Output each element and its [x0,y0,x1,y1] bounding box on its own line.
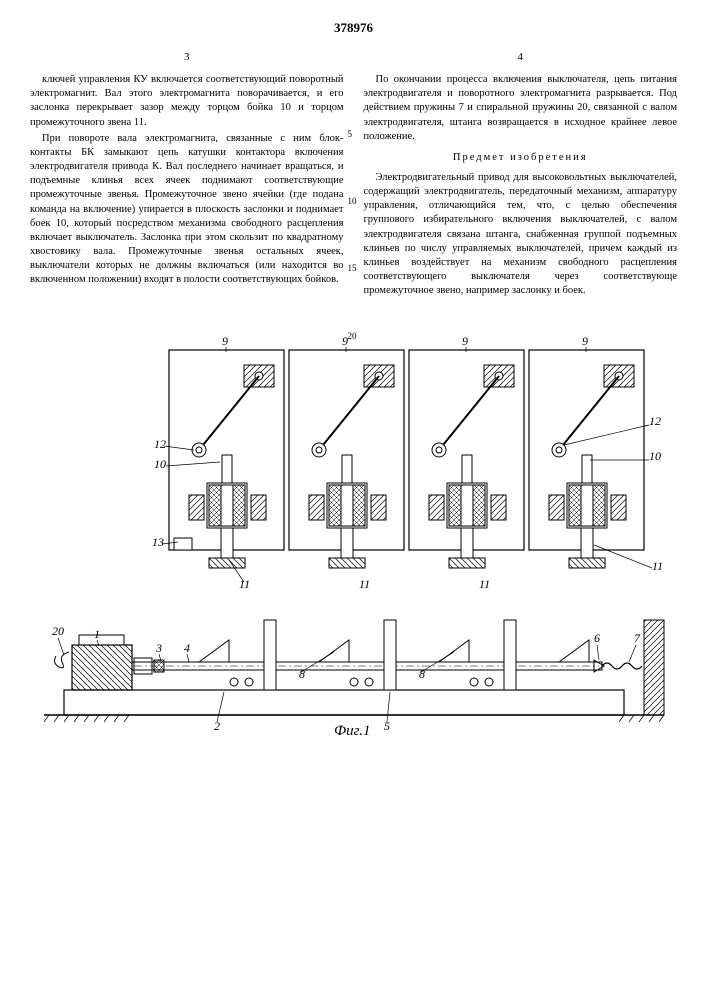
left-para-1: ключей управления КУ включается соответс… [30,73,344,130]
figure-svg: 9 9 9 9 12 12 10 10 13 11 11 11 [34,320,674,740]
callout-1: 1 [94,627,100,641]
right-para-1: По окончании процесса включения выключат… [364,73,678,144]
callout-11d: 11 [652,559,663,573]
callout-11b: 11 [359,577,370,591]
line-number-5: 5 [348,129,353,139]
text-columns: 3 ключей управления КУ включается соотве… [30,51,677,300]
callout-9a: 9 [222,334,228,348]
line-number-10: 10 [348,196,357,206]
callout-8a: 8 [299,667,305,681]
right-column: 4 5 10 15 20 По окончании процесса включ… [364,51,678,300]
callout-8b: 8 [419,667,425,681]
switch-cells [169,350,644,568]
section-title: Предмет изобретения [364,152,678,163]
callout-12b: 12 [649,414,661,428]
callout-10a: 10 [154,457,166,471]
left-column: 3 ключей управления КУ включается соотве… [30,51,344,300]
figure-1: 9 9 9 9 12 12 10 10 13 11 11 11 [34,320,674,740]
callout-20: 20 [52,624,64,638]
line-number-15: 15 [348,263,357,273]
callout-9c: 9 [462,334,468,348]
callout-6: 6 [594,631,600,645]
left-para-2: При повороте вала электромагнита, связан… [30,132,344,288]
right-para-2: Электродвигательный привод для высоковол… [364,171,678,299]
callout-10b: 10 [649,449,661,463]
left-page-number: 3 [30,51,344,63]
right-page-number: 4 [364,51,678,63]
callout-4: 4 [184,641,190,655]
callout-11c: 11 [479,577,490,591]
callout-9d: 9 [582,334,588,348]
callout-12a: 12 [154,437,166,451]
document-number: 378976 [30,20,677,36]
callout-11a: 11 [239,577,250,591]
callout-9b: 9 [342,334,348,348]
figure-label: Фиг.1 [334,723,370,739]
callout-3: 3 [155,641,162,655]
callout-13: 13 [152,535,164,549]
callout-7: 7 [634,631,641,645]
